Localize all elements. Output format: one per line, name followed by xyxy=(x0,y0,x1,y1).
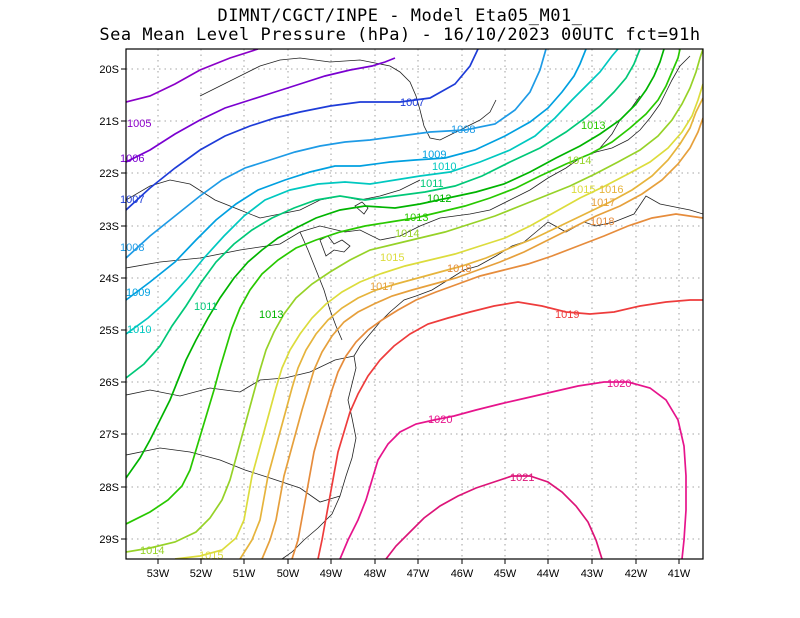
lat-label: 25S xyxy=(99,325,119,337)
contour-label: 1011 xyxy=(420,178,444,190)
grid xyxy=(126,49,703,559)
lat-label: 27S xyxy=(99,429,119,441)
contour-label: 1015 xyxy=(571,184,595,196)
lon-label: 43W xyxy=(581,568,604,580)
tick-marks xyxy=(121,68,680,564)
plot-frame xyxy=(125,48,704,560)
lon-tick-labels: 53W 52W 51W 50W 49W 48W 47W 46W 45W 44W … xyxy=(147,568,691,580)
contour-label: 1007 xyxy=(120,194,144,206)
lon-label: 47W xyxy=(407,568,430,580)
contour-label: 1015 xyxy=(199,550,223,562)
isobar-1018 xyxy=(291,213,703,559)
isobar-1009 xyxy=(126,49,587,301)
contour-label: 1014 xyxy=(395,228,419,240)
lon-label: 51W xyxy=(233,568,256,580)
lon-label: 44W xyxy=(537,568,560,580)
contour-label: 1007 xyxy=(400,97,424,109)
lat-label: 23S xyxy=(99,221,119,233)
state-border xyxy=(199,57,497,141)
contour-label: 1017 xyxy=(591,197,615,209)
chart-title-line2: Sea Mean Level Pressure (hPa) - 16/10/20… xyxy=(99,25,701,45)
isobar-1013 xyxy=(126,49,681,525)
isobar-1014 xyxy=(126,49,703,553)
contour-label: 1013 xyxy=(404,212,428,224)
isobar-1012 xyxy=(126,49,665,479)
lat-label: 22S xyxy=(99,168,119,180)
contour-label: 1009 xyxy=(126,287,150,299)
isobar-1007 xyxy=(126,49,479,211)
contour-label: 1020 xyxy=(607,378,631,390)
isobar-1021 xyxy=(385,475,603,559)
lon-label: 46W xyxy=(451,568,474,580)
isobar-1005 xyxy=(126,49,259,103)
isobar-1015 xyxy=(174,83,703,559)
contour-labels: 1005 1006 1007 1007 1008 1008 1009 1009 … xyxy=(120,97,631,562)
state-border xyxy=(126,447,341,503)
contour-label: 1012 xyxy=(427,193,451,205)
contour-label: 1020 xyxy=(428,414,452,426)
contour-label: 1010 xyxy=(432,161,456,173)
isobar-1019 xyxy=(317,299,703,559)
contour-label: 1008 xyxy=(120,242,144,254)
contour-label: 1018 xyxy=(447,263,471,275)
state-border xyxy=(599,95,641,149)
lat-label: 28S xyxy=(99,482,119,494)
reservoir xyxy=(354,201,369,215)
contour-label: 1013 xyxy=(259,309,283,321)
isobar-1011 xyxy=(126,49,641,379)
contour-label: 1008 xyxy=(451,124,475,136)
coastline xyxy=(281,195,703,559)
contour-label: 1021 xyxy=(510,472,534,484)
lat-label: 29S xyxy=(99,534,119,546)
lon-label: 52W xyxy=(190,568,213,580)
isobar-1010 xyxy=(126,49,619,335)
contour-label: 1016 xyxy=(599,184,623,196)
isobar-1006 xyxy=(126,57,396,163)
lon-label: 49W xyxy=(320,568,343,580)
state-border xyxy=(126,55,691,269)
lon-label: 41W xyxy=(668,568,691,580)
contour-label: 1017 xyxy=(370,281,394,293)
lat-label: 21S xyxy=(99,116,119,128)
contour-label: 1006 xyxy=(120,153,144,165)
reservoir xyxy=(319,235,351,257)
lat-tick-labels: 20S 21S 22S 23S 24S 25S 26S 27S 28S 29S xyxy=(99,64,119,546)
contour-label: 1018 xyxy=(590,216,614,228)
coastline-borders xyxy=(126,55,703,559)
isobar-1017 xyxy=(261,117,703,559)
isobar-1020 xyxy=(339,381,687,559)
lat-label: 20S xyxy=(99,64,119,76)
isobar-1016 xyxy=(239,97,703,559)
lat-label: 26S xyxy=(99,377,119,389)
contour-label: 1015 xyxy=(380,252,404,264)
contour-label: 1010 xyxy=(127,324,151,336)
contour-label: 1009 xyxy=(422,149,446,161)
lon-label: 53W xyxy=(147,568,170,580)
lat-label: 24S xyxy=(99,273,119,285)
state-border xyxy=(126,355,355,397)
contour-label: 1014 xyxy=(140,545,164,557)
chart-title-line1: DIMNT/CGCT/INPE - Model Eta05_M01_ xyxy=(217,6,583,26)
lon-label: 50W xyxy=(277,568,300,580)
contour-label: 1019 xyxy=(555,309,579,321)
state-border xyxy=(299,231,343,341)
contour-label: 1011 xyxy=(194,301,218,313)
contour-label: 1005 xyxy=(127,118,151,130)
contour-label: 1013 xyxy=(581,120,605,132)
contour-label: 1014 xyxy=(567,155,591,167)
isobar-1008 xyxy=(126,49,547,259)
lon-label: 45W xyxy=(494,568,517,580)
isobars xyxy=(126,49,703,559)
lon-label: 42W xyxy=(625,568,648,580)
lon-label: 48W xyxy=(364,568,387,580)
